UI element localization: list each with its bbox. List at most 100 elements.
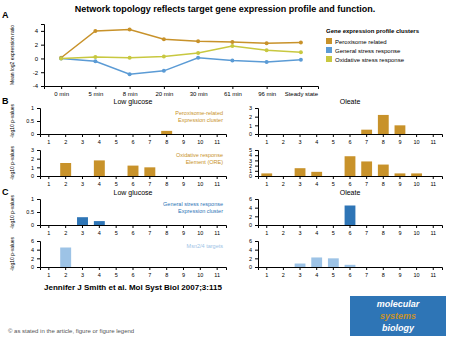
tick-label: 5 xyxy=(115,230,118,236)
x-axis: 1234567891011 xyxy=(41,176,227,187)
marker xyxy=(230,59,234,63)
tick-mark xyxy=(200,225,201,228)
tick: 6 xyxy=(249,238,258,244)
chart-title: Low glucose xyxy=(114,189,153,197)
marker xyxy=(265,60,269,64)
annotation: Oxidative responseElement (ORE) xyxy=(176,152,223,165)
tick-label: 2 xyxy=(64,272,67,278)
tick-label: 1 xyxy=(47,272,50,278)
tick-mark xyxy=(433,267,434,270)
tick: 2 xyxy=(31,156,40,162)
tick-mark xyxy=(217,267,218,270)
tick-label: 7 xyxy=(365,272,368,278)
tick: 3 xyxy=(249,158,258,164)
bar xyxy=(43,225,54,226)
tick-mark xyxy=(350,176,351,179)
tick-mark xyxy=(99,225,100,228)
tick: 10 xyxy=(197,267,203,278)
axis-line xyxy=(41,226,227,229)
tick: 1 xyxy=(31,165,40,171)
tick-mark xyxy=(200,134,201,137)
tick-label: 4 xyxy=(35,28,39,34)
tick-label: 10 xyxy=(197,230,203,236)
tick-label: 3 xyxy=(31,147,34,153)
tick-label: 4 xyxy=(31,247,34,253)
bar xyxy=(428,225,439,226)
bar xyxy=(428,176,439,177)
tick: 7 xyxy=(365,176,368,187)
tick-mark xyxy=(41,31,44,32)
tick-mark xyxy=(133,267,134,270)
tick-mark xyxy=(255,125,258,126)
tick-mark xyxy=(37,267,40,268)
tick-label: 0.5 xyxy=(26,118,34,124)
tick-label: 2 xyxy=(282,272,285,278)
tick-label: 6 xyxy=(348,139,351,145)
tick: 0 xyxy=(31,131,40,137)
tick-mark xyxy=(37,199,40,200)
tick-mark xyxy=(41,86,44,87)
tick-mark xyxy=(266,176,267,179)
bar xyxy=(77,217,88,225)
tick: 6 xyxy=(348,225,351,236)
tick-mark xyxy=(416,176,417,179)
tick-label: 3 xyxy=(299,139,302,145)
tick-mark xyxy=(37,150,40,151)
tick-label: 7 xyxy=(365,139,368,145)
plot-area xyxy=(77,217,105,225)
bar xyxy=(278,267,289,268)
tick-mark xyxy=(200,267,201,270)
legend-swatch xyxy=(326,38,332,44)
tick-label: 2 xyxy=(35,42,39,48)
bar xyxy=(428,134,439,135)
tick-mark xyxy=(255,150,258,151)
logo-text: biology xyxy=(382,323,415,333)
bar xyxy=(144,167,155,176)
tick-mark xyxy=(255,108,258,109)
tick: 0 xyxy=(249,222,258,228)
x-axis: 1234567891011 xyxy=(41,134,227,145)
tick-mark xyxy=(433,134,434,137)
chart: 1234567891011012345 xyxy=(249,147,443,187)
tick-mark xyxy=(433,225,434,228)
plot-area xyxy=(60,160,155,176)
plot-area xyxy=(161,131,172,134)
logo-text: molecular xyxy=(377,299,420,309)
bar xyxy=(411,173,422,176)
tick: 5 xyxy=(332,267,335,278)
bar xyxy=(144,267,155,268)
tick-mark xyxy=(41,72,44,73)
annotation-line: Msn2/4 targets xyxy=(187,243,224,249)
citation: Jennifer J Smith et al. Mol Syst Biol 20… xyxy=(44,283,222,292)
tick-label: 4 xyxy=(98,139,101,145)
tick: 2 xyxy=(35,42,44,48)
plot-area xyxy=(361,115,405,134)
tick-mark xyxy=(37,241,40,242)
tick-mark xyxy=(300,225,301,228)
bar xyxy=(395,225,406,226)
bar xyxy=(128,166,139,176)
tick-label: 6 xyxy=(348,181,351,187)
tick: 8 xyxy=(165,134,168,145)
tick: 6 xyxy=(131,134,134,145)
tick-label: 96 min xyxy=(258,91,276,97)
tick-label: 1 xyxy=(47,139,50,145)
bar xyxy=(144,134,155,135)
plot-area xyxy=(60,248,71,268)
tick-mark xyxy=(399,176,400,179)
tick: 2 xyxy=(31,256,40,262)
tick-label: -2 xyxy=(33,70,39,76)
tick-label: 7 xyxy=(148,181,151,187)
bar xyxy=(94,267,105,268)
tick-mark xyxy=(95,86,96,89)
tick-label: 9 xyxy=(182,181,185,187)
tick-label: 4 xyxy=(98,181,101,187)
tick-mark xyxy=(383,134,384,137)
chart: 12345678910110123Oleate xyxy=(249,98,443,145)
bar xyxy=(161,225,172,226)
bar xyxy=(161,176,172,177)
tick: 2 xyxy=(282,225,285,236)
tick-mark xyxy=(164,86,165,89)
bar xyxy=(77,134,88,135)
tick: 8 xyxy=(382,176,385,187)
